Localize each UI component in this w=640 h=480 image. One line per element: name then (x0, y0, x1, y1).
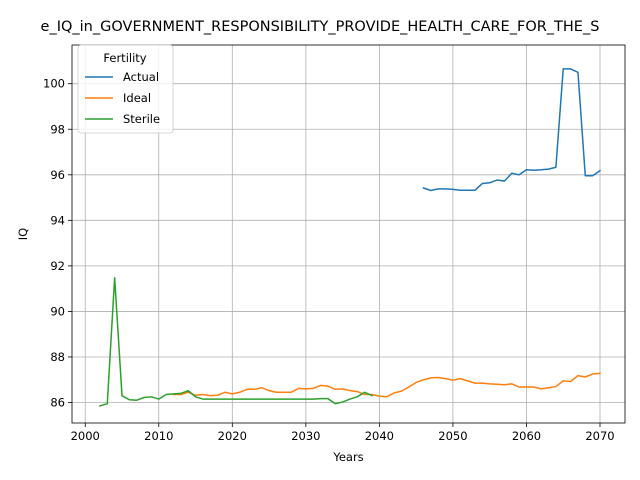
plot-frame (71, 44, 626, 424)
x-tick-label: 2020 (218, 429, 247, 443)
y-tick-label: 94 (50, 213, 65, 227)
x-tick-label: 2030 (291, 429, 320, 443)
y-tick-label: 92 (50, 259, 65, 273)
legend-label-ideal: Ideal (123, 91, 151, 105)
grid (72, 45, 625, 423)
x-tick-label: 2010 (144, 429, 173, 443)
x-tick-label: 2060 (512, 429, 541, 443)
x-tick-label: 2040 (365, 429, 394, 443)
x-axis-label: Years (332, 450, 363, 464)
series-lines (99, 68, 602, 407)
legend-box (77, 44, 174, 134)
legend-label-actual: Actual (123, 70, 159, 84)
y-axis-label: IQ (16, 228, 30, 240)
legend-title: Fertility (103, 51, 146, 65)
legend-entries: Actual Ideal Sterile (85, 70, 160, 126)
series-line-ideal (172, 372, 601, 398)
x-tick-label: 2070 (585, 429, 614, 443)
x-tick-label: 2050 (438, 429, 467, 443)
y-axis-ticks: 86 88 90 92 94 96 98 100 (43, 77, 72, 410)
y-tick-label: 88 (50, 350, 65, 364)
y-tick-label: 96 (50, 168, 65, 182)
y-tick-label: 90 (50, 304, 65, 318)
y-tick-label: 98 (50, 122, 65, 136)
legend-label-sterile: Sterile (123, 112, 160, 126)
x-tick-label: 2000 (71, 429, 100, 443)
series-line-actual (422, 68, 602, 192)
legend: Fertility Actual Ideal Sterile (77, 44, 174, 134)
series-line-sterile (99, 276, 374, 407)
y-tick-label: 86 (50, 396, 65, 410)
y-tick-label: 100 (43, 77, 65, 91)
x-axis-ticks: 2000 2010 2020 2030 2040 2050 2060 2070 (71, 423, 615, 443)
chart-title: e_IQ_in_GOVERNMENT_RESPONSIBILITY_PROVID… (41, 19, 600, 35)
